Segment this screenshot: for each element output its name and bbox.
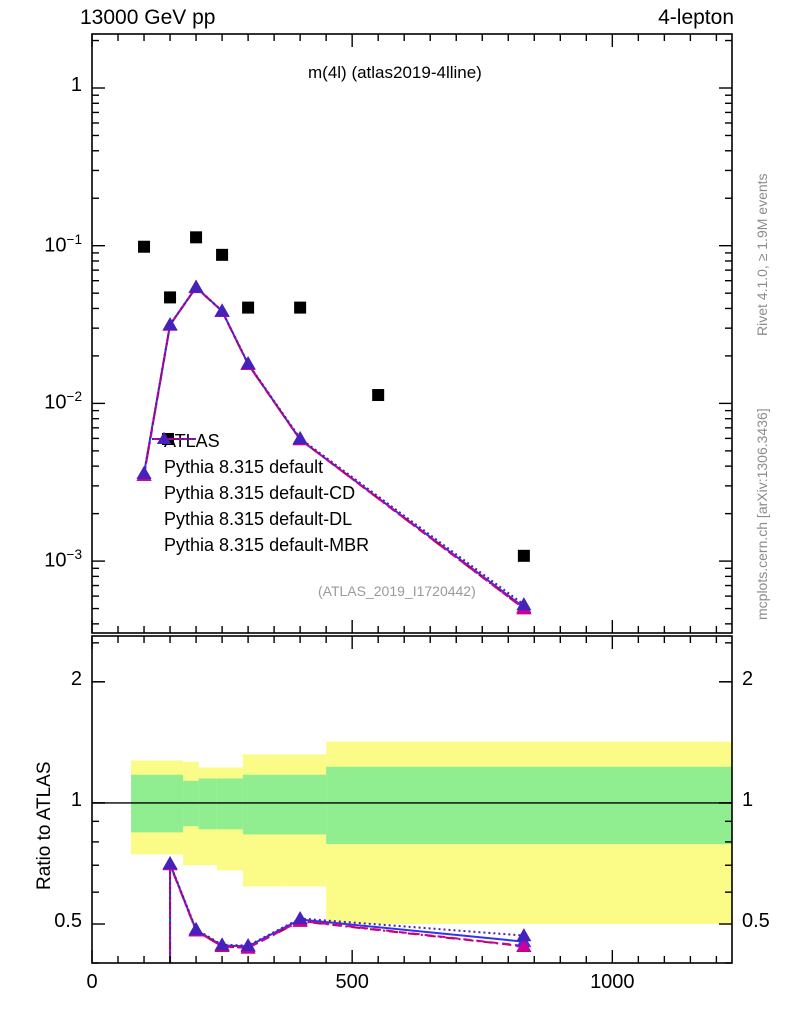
ratio-error-bands bbox=[131, 741, 732, 925]
tick-label: 10−1 bbox=[44, 231, 82, 257]
main-series-marker bbox=[188, 279, 204, 293]
atlas-data-point bbox=[372, 389, 385, 402]
tick-label: 0.5 bbox=[742, 910, 770, 933]
main-series-marker bbox=[292, 430, 308, 445]
legend-item[interactable]: Pythia 8.315 default-CD bbox=[152, 432, 369, 506]
legend-swatch-dotted bbox=[152, 432, 196, 444]
legend-item[interactable]: Pythia 8.315 default bbox=[152, 432, 369, 480]
atlas-data-point bbox=[517, 549, 530, 562]
atlas-data-point bbox=[216, 248, 229, 261]
x-tick-label: 0 bbox=[86, 971, 98, 993]
tick-label: 2 bbox=[742, 667, 754, 690]
tick-label: 10−3 bbox=[44, 547, 82, 572]
atlas-data-point bbox=[242, 301, 255, 314]
ratio-series-marker bbox=[516, 928, 532, 942]
ratio-series-marker bbox=[214, 937, 230, 951]
atlas-data-point bbox=[190, 231, 203, 244]
tick-label: 2 bbox=[70, 667, 82, 690]
legend-label: Pythia 8.315 default-MBR bbox=[164, 534, 370, 555]
legend: ATLAS Pythia 8.315 default Pythia 8.315 de… bbox=[152, 428, 369, 558]
main-series-marker bbox=[516, 597, 532, 611]
ratio-series-marker bbox=[188, 921, 204, 935]
error-band-inner bbox=[131, 766, 732, 845]
main-plot-title: m(4l) (atlas2019-4lline) bbox=[308, 63, 482, 82]
tick-label: 0.5 bbox=[54, 910, 82, 933]
main-series-marker bbox=[214, 303, 230, 317]
ratio-series-marker bbox=[516, 938, 532, 952]
atlas-data-point bbox=[138, 240, 151, 253]
legend-triangle-marker bbox=[157, 432, 171, 444]
ratio-series-marker bbox=[292, 911, 308, 925]
tick-label: 1 bbox=[70, 74, 82, 96]
analysis-watermark: (ATLAS_2019_I1720442) bbox=[318, 583, 476, 599]
error-band-inner-step bbox=[198, 778, 217, 830]
legend-label: Pythia 8.315 default bbox=[164, 456, 324, 477]
legend-label: Pythia 8.315 default-DL bbox=[164, 508, 353, 529]
axes-frames-ticks bbox=[91, 33, 733, 964]
error-band-inner-step bbox=[326, 766, 732, 845]
main-series-marker bbox=[136, 465, 152, 479]
main-series-marker bbox=[162, 317, 178, 331]
tick-label: 10−2 bbox=[44, 389, 82, 415]
ratio-series-group bbox=[162, 855, 532, 963]
error-band-inner-step bbox=[242, 774, 282, 835]
legend-item[interactable]: Pythia 8.315 default-DL bbox=[152, 432, 369, 532]
ratio-series-marker bbox=[162, 855, 178, 870]
tick-label: 1 bbox=[742, 788, 754, 811]
header-left: 13000 GeV pp bbox=[80, 6, 216, 29]
atlas-data-points bbox=[138, 231, 530, 562]
main-panel-frame bbox=[91, 33, 733, 634]
main-series-group bbox=[136, 231, 532, 615]
tick-label: 1 bbox=[70, 788, 82, 811]
ratio-series-marker bbox=[240, 938, 256, 952]
atlas-data-point bbox=[164, 291, 177, 304]
legend-item[interactable]: Pythia 8.315 default-MBR bbox=[152, 432, 370, 558]
x-tick-label: 500 bbox=[335, 971, 369, 993]
atlas-data-point bbox=[294, 301, 307, 314]
legend-label: Pythia 8.315 default-CD bbox=[164, 482, 356, 503]
ratio-panel-frame bbox=[91, 635, 733, 964]
error-band-inner-step bbox=[281, 774, 327, 835]
header-right: 4-lepton bbox=[658, 6, 734, 29]
x-tick-label: 1000 bbox=[590, 971, 635, 993]
error-band-inner-step bbox=[216, 778, 243, 830]
legend-label: ATLAS bbox=[164, 430, 220, 451]
main-series-marker bbox=[240, 356, 256, 370]
